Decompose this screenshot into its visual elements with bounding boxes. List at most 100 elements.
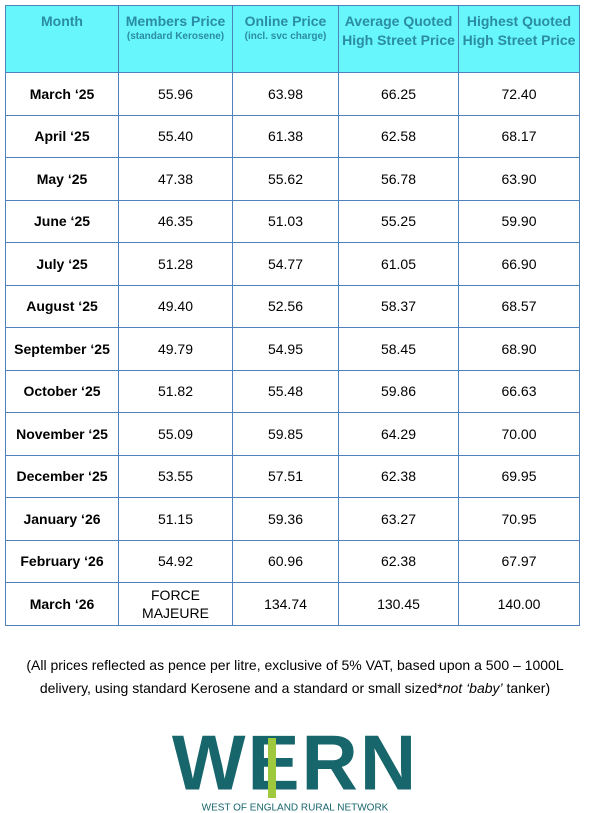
table-row: July ‘25 51.28 54.77 61.05 66.90 bbox=[5, 242, 580, 286]
header-title: Month bbox=[41, 13, 83, 29]
price-cell: 130.45 bbox=[338, 582, 459, 626]
price-cell: 55.62 bbox=[232, 157, 339, 201]
table-row: January ‘26 51.15 59.36 63.27 70.95 bbox=[5, 497, 580, 541]
table-row: March ‘25 55.96 63.98 66.25 72.40 bbox=[5, 72, 580, 116]
price-cell: 54.95 bbox=[232, 327, 339, 371]
footnote-line: (All prices reflected as pence per litre… bbox=[26, 657, 564, 673]
price-cell: 58.45 bbox=[338, 327, 459, 371]
price-cell: 53.55 bbox=[118, 454, 233, 498]
price-cell: 58.37 bbox=[338, 284, 459, 328]
price-cell: 63.27 bbox=[338, 497, 459, 541]
price-cell: 67.97 bbox=[458, 539, 580, 583]
price-cell: 63.98 bbox=[232, 72, 339, 116]
price-cell: 66.25 bbox=[338, 72, 459, 116]
price-cell: 55.09 bbox=[118, 412, 233, 456]
price-cell: 59.85 bbox=[232, 412, 339, 456]
price-cell: 70.95 bbox=[458, 497, 580, 541]
footnote: (All prices reflected as pence per litre… bbox=[0, 654, 590, 700]
logo-text: WERN bbox=[172, 725, 418, 807]
price-cell: 59.36 bbox=[232, 497, 339, 541]
price-cell: 59.86 bbox=[338, 369, 459, 413]
price-cell: 47.38 bbox=[118, 157, 233, 201]
price-cell: 60.96 bbox=[232, 539, 339, 583]
header-cell: Online Price (incl. svc charge) bbox=[232, 5, 339, 73]
table-row: November ‘25 55.09 59.85 64.29 70.00 bbox=[5, 412, 580, 456]
price-cell: 68.90 bbox=[458, 327, 580, 371]
price-cell: 68.57 bbox=[458, 284, 580, 328]
table-row: October ‘25 51.82 55.48 59.86 66.63 bbox=[5, 369, 580, 413]
price-cell: 68.17 bbox=[458, 114, 580, 158]
price-cell: 54.92 bbox=[118, 539, 233, 583]
price-cell: 61.05 bbox=[338, 242, 459, 286]
header-row: Month Members Price (standard Kerosene) Onl… bbox=[5, 5, 580, 73]
price-cell: 54.77 bbox=[232, 242, 339, 286]
price-cell: 55.96 bbox=[118, 72, 233, 116]
table-row: May ‘25 47.38 55.62 56.78 63.90 bbox=[5, 157, 580, 201]
price-cell: 72.40 bbox=[458, 72, 580, 116]
header-cell: Month bbox=[5, 5, 119, 73]
price-cell: FORCE MAJEURE bbox=[118, 582, 233, 626]
price-cell: 55.25 bbox=[338, 199, 459, 243]
footnote-emphasis: not ‘baby’ bbox=[442, 680, 503, 696]
header-cell: Members Price (standard Kerosene) bbox=[118, 5, 233, 73]
price-cell: 62.38 bbox=[338, 454, 459, 498]
month-cell: February ‘26 bbox=[5, 539, 119, 583]
price-cell: 57.51 bbox=[232, 454, 339, 498]
header-title: Online Price bbox=[244, 13, 327, 29]
price-cell: 66.90 bbox=[458, 242, 580, 286]
month-cell: June ‘25 bbox=[5, 199, 119, 243]
price-cell: 62.58 bbox=[338, 114, 459, 158]
price-cell: 51.82 bbox=[118, 369, 233, 413]
price-cell: 61.38 bbox=[232, 114, 339, 158]
price-cell: 51.28 bbox=[118, 242, 233, 286]
price-table: Month Members Price (standard Kerosene) Onl… bbox=[5, 5, 580, 626]
month-cell: March ‘25 bbox=[5, 72, 119, 116]
table-row: September ‘25 49.79 54.95 58.45 68.90 bbox=[5, 327, 580, 371]
header-title: Highest Quoted High Street Price bbox=[462, 13, 576, 48]
month-cell: May ‘25 bbox=[5, 157, 119, 201]
price-cell: 59.90 bbox=[458, 199, 580, 243]
price-cell: 55.48 bbox=[232, 369, 339, 413]
table-row: December ‘25 53.55 57.51 62.38 69.95 bbox=[5, 454, 580, 498]
footnote-line: tanker) bbox=[502, 680, 551, 696]
price-cell: 63.90 bbox=[458, 157, 580, 201]
price-cell: 62.38 bbox=[338, 539, 459, 583]
table-row: March ‘26 FORCE MAJEURE 134.74 130.45 140.00 bbox=[5, 582, 580, 626]
table-row: August ‘25 49.40 52.56 58.37 68.57 bbox=[5, 284, 580, 328]
header-title: Members Price bbox=[125, 13, 226, 29]
header-title: Average Quoted High Street Price bbox=[342, 13, 455, 48]
month-cell: August ‘25 bbox=[5, 284, 119, 328]
month-cell: January ‘26 bbox=[5, 497, 119, 541]
price-cell: 69.95 bbox=[458, 454, 580, 498]
header-cell: Highest Quoted High Street Price bbox=[458, 5, 580, 73]
header-note: (standard Kerosene) bbox=[126, 31, 225, 42]
month-cell: March ‘26 bbox=[5, 582, 119, 626]
price-cell: 46.35 bbox=[118, 199, 233, 243]
price-cell: 64.29 bbox=[338, 412, 459, 456]
price-cell: 56.78 bbox=[338, 157, 459, 201]
table-body: March ‘25 55.96 63.98 66.25 72.40 April ‘25 55… bbox=[5, 72, 580, 626]
month-cell: July ‘25 bbox=[5, 242, 119, 286]
price-cell: 140.00 bbox=[458, 582, 580, 626]
month-cell: October ‘25 bbox=[5, 369, 119, 413]
logo-accent bbox=[268, 738, 276, 798]
table-row: April ‘25 55.40 61.38 62.58 68.17 bbox=[5, 114, 580, 158]
header-cell: Average Quoted High Street Price bbox=[338, 5, 459, 73]
month-cell: September ‘25 bbox=[5, 327, 119, 371]
footnote-line: delivery, using standard Kerosene and a … bbox=[39, 680, 443, 696]
price-cell: 55.40 bbox=[118, 114, 233, 158]
price-cell: 49.79 bbox=[118, 327, 233, 371]
header-note: (incl. svc charge) bbox=[244, 31, 327, 42]
price-cell: 51.03 bbox=[232, 199, 339, 243]
logo: WERN WEST OF ENGLAND RURAL NETWORK bbox=[172, 725, 418, 813]
price-cell: 134.74 bbox=[232, 582, 339, 626]
table-row: June ‘25 46.35 51.03 55.25 59.90 bbox=[5, 199, 580, 243]
month-cell: April ‘25 bbox=[5, 114, 119, 158]
month-cell: December ‘25 bbox=[5, 454, 119, 498]
logo-tagline: WEST OF ENGLAND RURAL NETWORK bbox=[202, 803, 389, 813]
price-cell: 49.40 bbox=[118, 284, 233, 328]
month-cell: November ‘25 bbox=[5, 412, 119, 456]
table-row: February ‘26 54.92 60.96 62.38 67.97 bbox=[5, 539, 580, 583]
price-cell: 52.56 bbox=[232, 284, 339, 328]
